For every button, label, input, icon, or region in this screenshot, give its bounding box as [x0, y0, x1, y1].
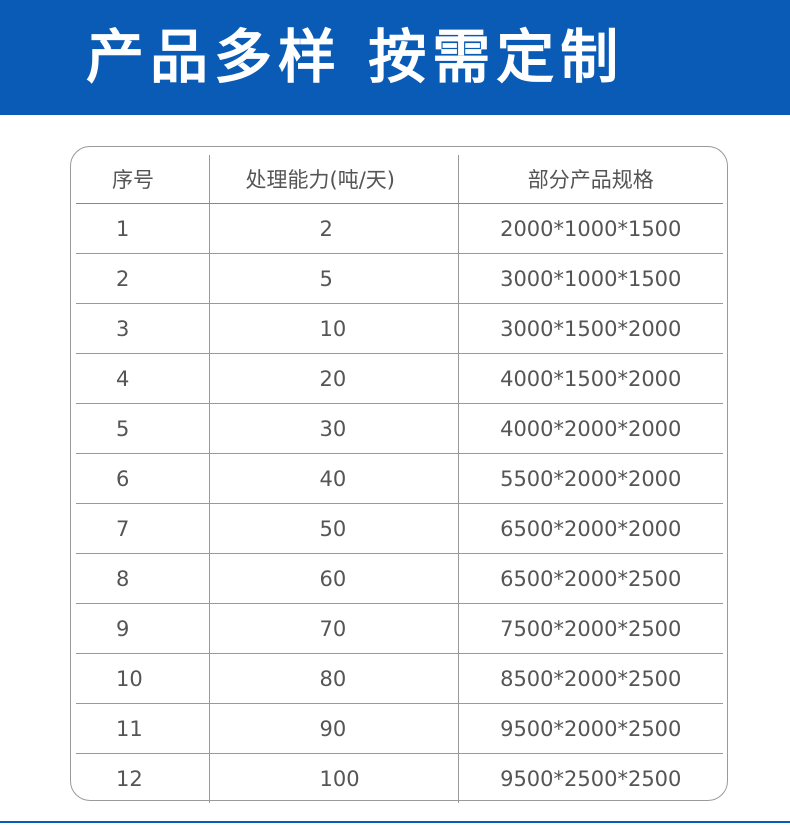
table-cell: 6500*2000*2500	[457, 553, 723, 604]
table-cell: 7500*2000*2500	[457, 603, 723, 654]
table-cell: 4000*1500*2000	[457, 353, 723, 404]
table-cell: 3	[76, 303, 209, 354]
table-row: 6 40 5500*2000*2000	[76, 453, 723, 504]
table-cell: 3000*1500*2000	[457, 303, 723, 354]
spec-table-box: 序号 处理能力(吨/天) 部分产品规格 1 2 2000*1000*1500 2 5 3000…	[70, 146, 728, 803]
table-cell: 20	[208, 353, 458, 404]
bottom-rule	[0, 821, 790, 823]
table-cell: 9500*2000*2500	[457, 703, 723, 754]
header-row: 序号 处理能力(吨/天) 部分产品规格	[76, 155, 723, 204]
table-cell: 2000*1000*1500	[457, 203, 723, 254]
table-cell: 8	[76, 553, 209, 604]
table-cell: 11	[76, 703, 209, 754]
table-row: 8 60 6500*2000*2500	[76, 553, 723, 604]
table-cell: 2	[76, 253, 209, 304]
column-header: 处理能力(吨/天)	[208, 155, 458, 204]
table-cell: 2	[208, 203, 458, 254]
table-row: 4 20 4000*1500*2000	[76, 353, 723, 404]
table-cell: 40	[208, 453, 458, 504]
table-row: 2 5 3000*1000*1500	[76, 253, 723, 304]
table-cell: 90	[208, 703, 458, 754]
table-cell: 12	[116, 766, 143, 791]
table-cell: 5500*2000*2000	[457, 453, 723, 504]
table-cell: 4	[76, 353, 209, 404]
table-row: 5 30 4000*2000*2000	[76, 403, 723, 454]
table-row: 9 70 7500*2000*2500	[76, 603, 723, 654]
table-cell: 100	[208, 753, 458, 803]
table-cell: 9	[76, 603, 209, 654]
table-cell: 1	[76, 203, 209, 254]
table-row: 3 10 3000*1500*2000	[76, 303, 723, 354]
table-cell: 6500*2000*2000	[457, 503, 723, 554]
table-cell: 10	[208, 303, 458, 354]
table-cell: 8500*2000*2500	[457, 653, 723, 704]
banner: 产品多样 按需定制	[0, 0, 790, 115]
spec-table: 序号 处理能力(吨/天) 部分产品规格 1 2 2000*1000*1500 2 5 3000…	[76, 155, 723, 803]
table-row: 10 80 8500*2000*2500	[76, 653, 723, 704]
table-cell: 50	[208, 503, 458, 554]
table-row: 1 2 2000*1000*1500	[76, 203, 723, 254]
table-cell: 80	[208, 653, 458, 704]
table-cell: 7	[76, 503, 209, 554]
table-cell: 30	[208, 403, 458, 454]
table-cell: 9500*2500*2500	[457, 753, 723, 803]
table-cell: 60	[208, 553, 458, 604]
table-cell: 5	[208, 253, 458, 304]
table-row: 7 50 6500*2000*2000	[76, 503, 723, 554]
table-cell: 10	[76, 653, 209, 704]
table-row: 11 90 9500*2000*2500	[76, 703, 723, 754]
table-cell: 70	[208, 603, 458, 654]
table-cell: 5	[76, 403, 209, 454]
table-cell: 4000*2000*2000	[457, 403, 723, 454]
table-cell: 6	[76, 453, 209, 504]
table-cell: 3000*1000*1500	[457, 253, 723, 304]
title: 产品多样 按需定制	[86, 23, 625, 91]
column-header: 序号	[76, 155, 209, 204]
column-header: 部分产品规格	[457, 155, 723, 204]
table-row: 12 100 9500*2500*2500	[76, 753, 723, 803]
